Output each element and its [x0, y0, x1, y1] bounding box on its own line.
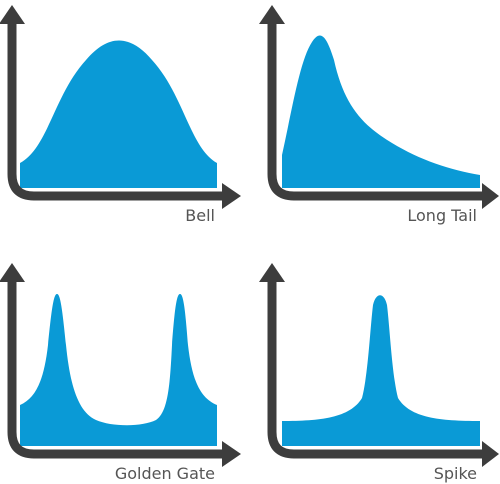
long-tail-y-arrow-icon	[259, 5, 285, 24]
golden-gate-x-arrow-icon	[222, 441, 241, 467]
long-tail-axes	[267, 24, 486, 201]
bell-label: Bell	[185, 206, 215, 225]
panel-spike: Spike	[259, 263, 499, 483]
bell-axes	[7, 24, 226, 201]
golden-gate-axes	[7, 282, 226, 459]
panel-long-tail: Long Tail	[259, 5, 499, 225]
golden-gate-label: Golden Gate	[115, 464, 215, 483]
spike-y-arrow-icon	[259, 263, 285, 282]
bell-y-arrow-icon	[0, 5, 25, 24]
spike-x-arrow-icon	[482, 441, 499, 467]
bell-x-arrow-icon	[222, 183, 241, 209]
golden-gate-y-arrow-icon	[0, 263, 25, 282]
long-tail-x-arrow-icon	[482, 183, 499, 209]
long-tail-label: Long Tail	[407, 206, 477, 225]
spike-label: Spike	[434, 464, 477, 483]
spike-axes	[267, 282, 486, 459]
spike-curve-area	[282, 295, 480, 446]
golden-gate-curve-area	[20, 294, 217, 446]
bell-curve-area	[20, 40, 217, 188]
long-tail-curve-area	[282, 35, 480, 188]
panel-bell: Bell	[0, 5, 241, 225]
panel-golden-gate: Golden Gate	[0, 263, 241, 483]
